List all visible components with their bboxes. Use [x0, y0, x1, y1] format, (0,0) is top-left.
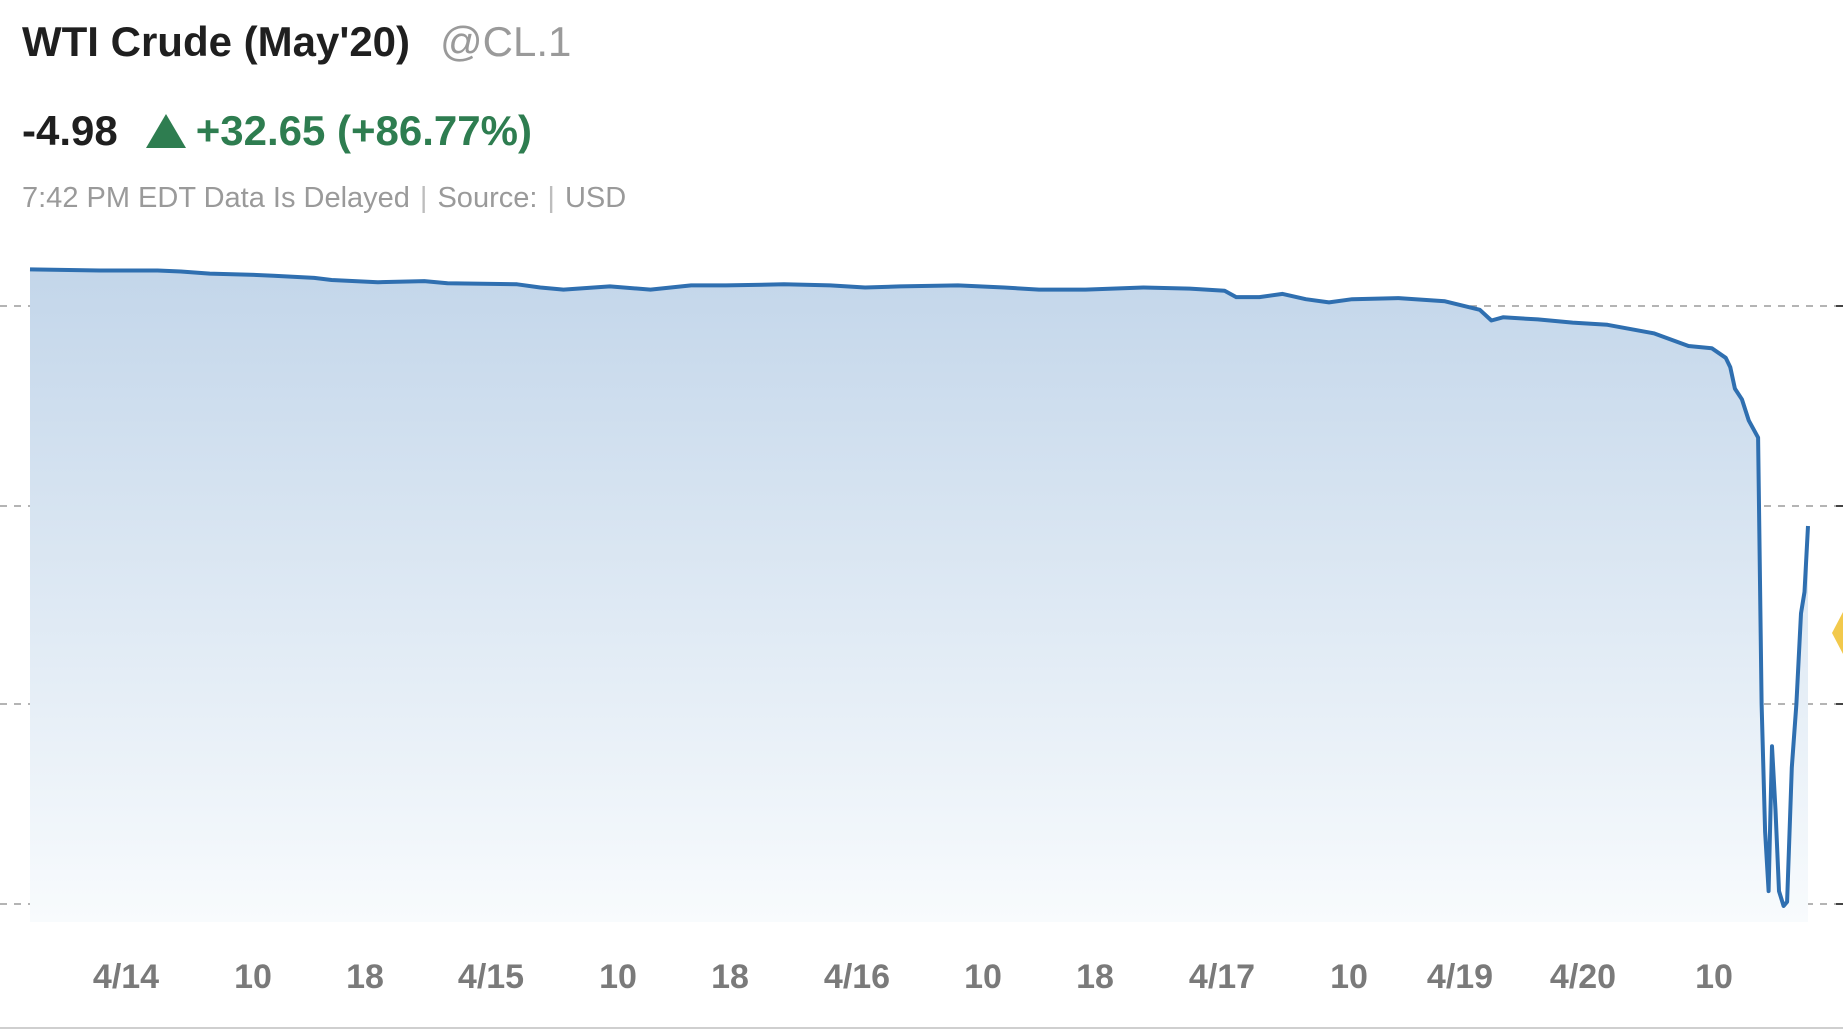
timestamp-delay-note: 7:42 PM EDT Data Is Delayed	[22, 182, 410, 214]
quote-row: -4.98 +32.65 (+86.77%)	[22, 106, 626, 156]
x-tick-label: 10	[234, 958, 272, 996]
separator: |	[547, 182, 555, 214]
currency-label: USD	[564, 182, 627, 214]
right-axis-ticks	[1836, 305, 1843, 905]
x-tick-label: 4/15	[458, 958, 524, 996]
x-tick-label: 18	[346, 958, 384, 996]
x-tick-label: 4/20	[1550, 958, 1616, 996]
x-axis-labels: 4/14 10 18 4/15 10 18 4/16 10 18 4/17 10 4/19 4/20 10	[93, 958, 1733, 996]
last-price: -4.98	[22, 107, 118, 154]
title-row: WTI Crude (May'20) @CL.1	[22, 18, 626, 78]
last-price-marker	[1832, 612, 1843, 654]
x-tick-label: 18	[1076, 958, 1114, 996]
x-tick-label: 10	[599, 958, 637, 996]
ticker-symbol[interactable]: @CL.1	[440, 18, 572, 65]
x-tick-label: 10	[964, 958, 1002, 996]
x-tick-label: 18	[711, 958, 749, 996]
x-tick-label: 10	[1330, 958, 1368, 996]
separator: |	[419, 182, 428, 214]
triangle-up-icon	[145, 114, 186, 148]
x-tick-label: 4/17	[1189, 958, 1255, 996]
bottom-divider	[0, 1027, 1843, 1029]
price-change: +32.65 (+86.77%)	[145, 107, 532, 155]
quote-meta: 7:42 PM EDT Data Is Delayed | Source: | …	[22, 182, 626, 215]
quote-header: WTI Crude (May'20) @CL.1 -4.98 +32.65 (+…	[22, 18, 626, 215]
price-line[interactable]	[29, 267, 1810, 908]
change-value: +32.65 (+86.77%)	[195, 107, 532, 154]
x-tick-label: 4/16	[824, 958, 890, 996]
instrument-title: WTI Crude (May'20)	[22, 18, 411, 65]
price-area-fill	[30, 269, 1808, 922]
x-tick-label: 4/14	[93, 958, 159, 996]
x-tick-label: 10	[1695, 958, 1733, 996]
source-label: Source:	[437, 182, 538, 214]
x-tick-label: 4/19	[1427, 958, 1493, 996]
